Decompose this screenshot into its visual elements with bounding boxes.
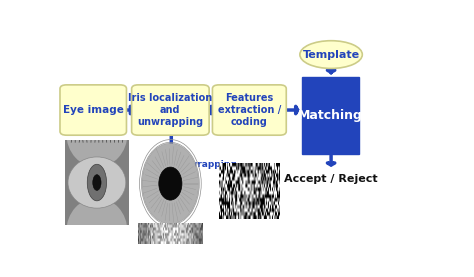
FancyBboxPatch shape xyxy=(132,85,209,135)
FancyBboxPatch shape xyxy=(212,85,286,135)
Text: Features
extraction /
coding: Features extraction / coding xyxy=(218,93,281,127)
Text: Matching: Matching xyxy=(298,109,363,122)
Text: Accept / Reject: Accept / Reject xyxy=(284,174,378,184)
Ellipse shape xyxy=(300,41,362,68)
Text: Unwrapping: Unwrapping xyxy=(175,160,237,169)
FancyBboxPatch shape xyxy=(60,85,127,135)
Text: Template: Template xyxy=(302,50,360,60)
FancyBboxPatch shape xyxy=(301,77,359,154)
Text: Eye image: Eye image xyxy=(63,105,124,115)
Text: Iris localization
and
unwrapping: Iris localization and unwrapping xyxy=(128,93,212,127)
